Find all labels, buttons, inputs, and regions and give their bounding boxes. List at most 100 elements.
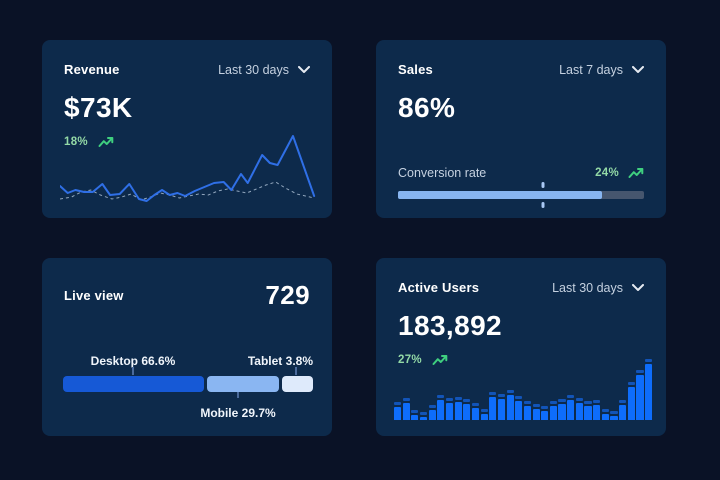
device-ticks-top [63, 367, 313, 376]
bar-body [532, 408, 540, 420]
bar-body [411, 415, 419, 420]
sales-range-select[interactable]: Last 7 days [559, 63, 644, 77]
active-users-bar [454, 397, 462, 420]
active-users-bar [428, 405, 436, 420]
sales-value: 86% [398, 92, 456, 123]
bar-cap [454, 397, 462, 401]
sales-title: Sales [398, 62, 433, 77]
active-users-bar [489, 392, 497, 420]
revenue-value: $73K [64, 92, 133, 123]
bar-body [471, 408, 480, 420]
bar-cap [575, 398, 583, 402]
revenue-title: Revenue [64, 62, 120, 77]
sales-card-header: Sales Last 7 days [398, 62, 644, 77]
chevron-down-icon [298, 66, 310, 73]
bar-cap [506, 390, 514, 394]
bar-body [601, 413, 609, 420]
active-users-bar [619, 400, 627, 420]
bar-body [428, 410, 436, 420]
trending-up-icon [432, 355, 448, 365]
device-segment-tick [294, 367, 297, 375]
bar-cap [523, 400, 531, 404]
active-users-bar [567, 395, 575, 420]
bar-body [463, 403, 471, 420]
chevron-down-icon [632, 284, 644, 291]
bar-cap [610, 410, 618, 414]
device-ticks-bottom [63, 392, 313, 399]
bar-cap [394, 402, 402, 406]
conversion-rate-label: Conversion rate [398, 166, 487, 180]
revenue-card: Revenue Last 30 days $73K 18% [42, 40, 332, 218]
active-users-bar [575, 398, 583, 420]
active-users-bar [584, 400, 592, 420]
active-users-bar [402, 398, 410, 420]
conversion-progress-fill [398, 191, 603, 199]
bar-cap [645, 359, 653, 363]
bar-cap [497, 393, 506, 397]
device-segment-tick [237, 392, 239, 398]
bar-body [454, 402, 462, 420]
bar-cap [584, 400, 592, 404]
bar-body [567, 400, 575, 420]
active-users-bar [541, 405, 549, 420]
active-users-bar [394, 402, 402, 420]
conversion-target-marker [541, 202, 545, 208]
bar-body [627, 387, 635, 420]
device-segment-tick [132, 367, 134, 375]
bar-cap [558, 398, 566, 402]
revenue-card-header: Revenue Last 30 days [64, 62, 310, 77]
active-users-bar [601, 408, 609, 420]
bar-cap [480, 408, 488, 412]
active-users-bar [645, 359, 653, 420]
bar-cap [549, 400, 557, 404]
device-stacked-bar [63, 376, 313, 392]
active-users-bar [419, 411, 428, 420]
active-users-bar [593, 400, 601, 420]
revenue-line-current [60, 136, 314, 201]
active-users-bar [549, 400, 557, 420]
active-users-title: Active Users [398, 280, 480, 295]
bar-body [480, 413, 488, 420]
bar-cap [419, 411, 428, 415]
sales-card: Sales Last 7 days 86% Conversion rate 24… [376, 40, 666, 218]
active-users-bar [471, 403, 480, 420]
trending-up-icon [98, 137, 114, 147]
bar-body [523, 405, 531, 420]
active-users-range-select[interactable]: Last 30 days [552, 281, 644, 295]
conversion-progress [398, 182, 644, 208]
bar-body [558, 403, 566, 420]
device-segment-label: Mobile 29.7% [200, 406, 276, 420]
sales-delta-row: 24% [595, 167, 644, 179]
revenue-range-select[interactable]: Last 30 days [218, 63, 310, 77]
bar-body [402, 403, 410, 420]
device-segment [281, 376, 313, 392]
conversion-rate-row: Conversion rate 24% [398, 166, 644, 180]
active-users-bar [445, 398, 454, 420]
active-users-bar [558, 398, 566, 420]
bar-body [489, 397, 497, 420]
bar-cap [532, 403, 540, 407]
bar-body [419, 416, 428, 420]
bar-cap [489, 392, 497, 396]
live-view-title: Live view [64, 288, 124, 303]
bar-body [636, 374, 644, 420]
active-users-card: Active Users Last 30 days 183,892 27% [376, 258, 666, 436]
bar-cap [601, 408, 609, 412]
bar-body [541, 410, 549, 420]
active-users-bar [515, 395, 523, 420]
live-view-card-header: Live view 729 [64, 280, 310, 311]
bar-cap [567, 395, 575, 399]
trending-up-icon [628, 168, 644, 178]
active-users-bar [636, 369, 644, 420]
revenue-delta: 18% [64, 136, 88, 148]
bar-body [584, 405, 592, 420]
device-segment-label: Desktop 66.6% [90, 354, 176, 368]
bar-body [394, 407, 402, 420]
active-users-delta-row: 27% [398, 354, 644, 366]
bar-cap [636, 369, 644, 373]
device-labels-bottom: Mobile 29.7% [63, 406, 313, 420]
active-users-bar [610, 410, 618, 420]
revenue-line-chart [60, 128, 318, 208]
active-users-delta: 27% [398, 354, 422, 366]
active-users-card-header: Active Users Last 30 days [398, 280, 644, 295]
